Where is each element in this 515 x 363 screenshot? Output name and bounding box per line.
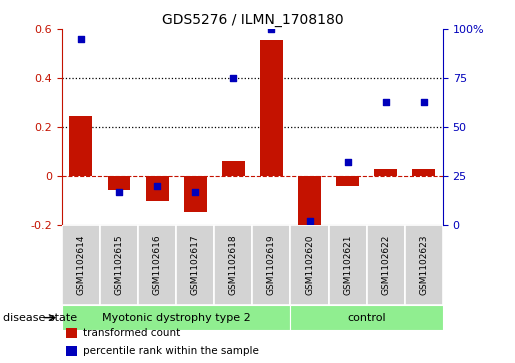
Bar [260, 40, 283, 176]
Bar [62, 225, 100, 305]
Point [115, 189, 123, 195]
Text: GSM1102621: GSM1102621 [343, 235, 352, 295]
Bar [184, 176, 207, 212]
Text: GSM1102619: GSM1102619 [267, 234, 276, 295]
Text: GSM1102618: GSM1102618 [229, 234, 238, 295]
Bar [108, 176, 130, 189]
Bar [65, 346, 77, 356]
Text: percentile rank within the sample: percentile rank within the sample [83, 346, 259, 356]
Bar [290, 305, 443, 330]
Text: Myotonic dystrophy type 2: Myotonic dystrophy type 2 [102, 313, 250, 323]
Bar [62, 305, 290, 330]
Bar [252, 225, 290, 305]
Text: GSM1102622: GSM1102622 [381, 235, 390, 295]
Bar [290, 225, 329, 305]
Point [382, 99, 390, 105]
Point [267, 26, 276, 32]
Bar [298, 176, 321, 228]
Bar [214, 225, 252, 305]
Bar [222, 161, 245, 176]
Text: GSM1102615: GSM1102615 [114, 234, 124, 295]
Bar [176, 225, 214, 305]
Title: GDS5276 / ILMN_1708180: GDS5276 / ILMN_1708180 [162, 13, 343, 26]
Bar [336, 176, 359, 186]
Point [344, 159, 352, 165]
Text: GSM1102616: GSM1102616 [152, 234, 162, 295]
Bar [65, 328, 77, 338]
Bar [138, 225, 176, 305]
Point [153, 183, 161, 189]
Bar [374, 169, 397, 176]
Bar [329, 225, 367, 305]
Bar [146, 176, 168, 200]
Text: GSM1102620: GSM1102620 [305, 235, 314, 295]
Point [229, 75, 237, 81]
Text: GSM1102617: GSM1102617 [191, 234, 200, 295]
Point [420, 99, 428, 105]
Bar [100, 225, 138, 305]
Bar [405, 225, 443, 305]
Bar [367, 225, 405, 305]
Bar [413, 169, 435, 176]
Point [305, 218, 314, 224]
Text: GSM1102623: GSM1102623 [419, 235, 428, 295]
Bar [70, 116, 92, 176]
Point [77, 36, 85, 42]
Point [191, 189, 199, 195]
Text: control: control [347, 313, 386, 323]
Text: transformed count: transformed count [83, 328, 180, 338]
Text: GSM1102614: GSM1102614 [76, 235, 85, 295]
Text: disease state: disease state [3, 313, 77, 323]
